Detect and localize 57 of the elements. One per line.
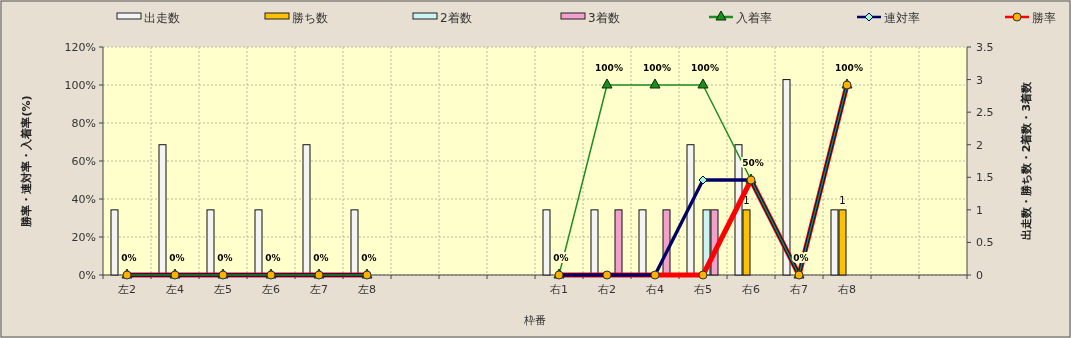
data-label: 1 (839, 194, 846, 206)
x-tick-label: 右1 (550, 283, 568, 296)
x-axis-title: 枠番 (523, 314, 546, 327)
legend-label: 勝率 (1032, 11, 1056, 25)
data-label: 0% (169, 253, 185, 263)
data-label: 0% (361, 253, 377, 263)
point (649, 78, 661, 89)
y-tick-label: 0% (78, 269, 96, 282)
data-label: 0% (121, 253, 137, 263)
y-tick-label: 80% (71, 117, 96, 130)
legend-label: 勝ち数 (292, 11, 328, 25)
x-tick-label: 右7 (790, 283, 808, 296)
x-tick-label: 左4 (166, 283, 184, 296)
data-label: 50% (742, 158, 764, 168)
point (601, 78, 613, 89)
y2-tick-label: 1.5 (976, 171, 994, 185)
y-tick-label: 40% (71, 193, 96, 206)
x-tick-label: 左2 (118, 283, 136, 296)
x-tick-label: 右4 (646, 283, 664, 296)
y2-tick-label: 2 (976, 138, 983, 152)
y-axis-title: 勝率・連対率・入着率(%) (20, 95, 33, 228)
x-tick-label: 左7 (310, 283, 328, 296)
legend-label: 連対率 (884, 11, 920, 25)
x-tick-label: 右6 (742, 283, 760, 296)
point (697, 78, 709, 89)
data-label: 100% (835, 63, 863, 73)
data-label: 100% (691, 63, 719, 73)
data-label: 100% (643, 63, 671, 73)
legend-label: 出走数 (144, 11, 180, 25)
y-tick-label: 120% (64, 41, 96, 54)
y2-tick-label: 1 (976, 203, 983, 217)
y2-tick-label: 0 (976, 269, 983, 282)
y2-tick-label: 3.5 (976, 41, 994, 54)
bar (782, 79, 791, 276)
bar (542, 209, 551, 276)
legend-label: 2着数 (440, 11, 472, 25)
y2-tick-label: 2.5 (976, 106, 994, 120)
bar (110, 209, 119, 276)
y2-tick-label: 0.5 (976, 236, 994, 250)
y-tick-label: 20% (71, 231, 96, 244)
y2-tick-label: 3 (976, 73, 983, 87)
x-tick-label: 左5 (214, 283, 232, 296)
data-label: 1 (743, 194, 750, 206)
y-tick-label: 60% (71, 155, 96, 168)
y2-axis-title: 出走数・勝ち数・2着数・3着数 (1020, 80, 1033, 241)
data-label: 0% (217, 253, 233, 263)
x-tick-label: 右2 (598, 283, 616, 296)
data-label: 100% (595, 63, 623, 73)
x-tick-label: 左6 (262, 283, 280, 296)
legend-label: 3着数 (588, 11, 620, 25)
data-label: 0% (313, 253, 329, 263)
legend-label: 入着率 (736, 11, 772, 25)
x-tick-label: 右5 (694, 283, 712, 296)
x-tick-label: 右8 (838, 283, 856, 296)
data-label: 0% (265, 253, 281, 263)
x-tick-label: 左8 (358, 283, 376, 296)
y-tick-label: 100% (64, 79, 96, 92)
